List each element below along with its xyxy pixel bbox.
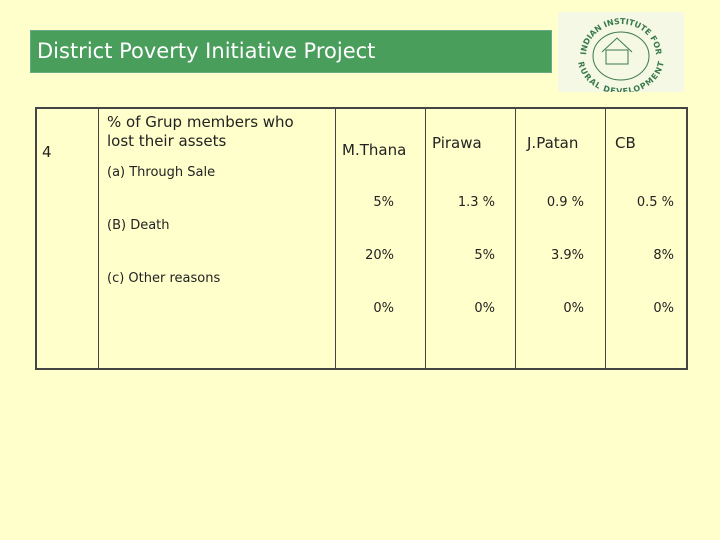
cell-value: 0%: [653, 301, 674, 316]
logo-house: [605, 49, 629, 65]
cell-value: 0.9 %: [546, 195, 584, 210]
logo-roof: [601, 37, 633, 53]
title-bar: District Poverty Initiative Project: [30, 30, 552, 73]
column-header: J.Patan: [527, 134, 579, 152]
cell-value: 1.3 %: [457, 195, 495, 210]
cell-value: 20%: [365, 248, 394, 263]
column-header: CB: [615, 134, 636, 152]
cell-value: 0.5 %: [636, 195, 674, 210]
row-label: (B) Death: [107, 218, 170, 233]
logo-ring: [592, 31, 650, 81]
col-line: [605, 107, 606, 370]
col-line: [515, 107, 516, 370]
cell-value: 5%: [474, 248, 495, 263]
col-line: [98, 107, 99, 370]
cell-value: 0%: [373, 301, 394, 316]
question: % of Grup members who lost their assets: [107, 113, 294, 150]
col-line: [425, 107, 426, 370]
column-header: M.Thana: [342, 141, 407, 159]
logo-bg: [558, 12, 684, 92]
cell-value: 0%: [563, 301, 584, 316]
col-line: [335, 107, 336, 370]
column-header: Pirawa: [432, 134, 482, 152]
logo: INDIAN INSTITUTE FOR RURAL DEVELOPMENT: [558, 12, 684, 92]
cell-value: 0%: [474, 301, 495, 316]
row-number: 4: [42, 143, 52, 161]
row-label: (c) Other reasons: [107, 271, 221, 286]
cell-value: 8%: [653, 248, 674, 263]
row-label: (a) Through Sale: [107, 165, 216, 180]
cell-value: 5%: [373, 195, 394, 210]
cell-value: 3.9%: [550, 248, 584, 263]
table-border: [35, 107, 688, 370]
